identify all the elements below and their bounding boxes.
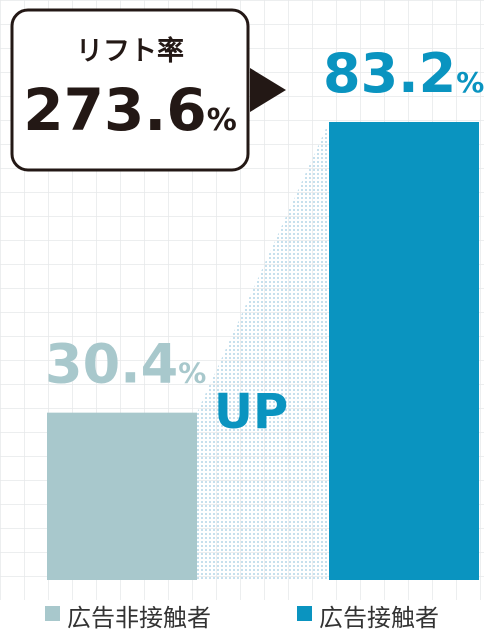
legend-label: 広告接触者 xyxy=(319,604,439,632)
value-label: 30.4% xyxy=(45,333,206,396)
plot xyxy=(47,121,479,580)
up-label: UP xyxy=(214,384,288,440)
bar xyxy=(329,121,479,580)
callout: リフト率 273.6% xyxy=(10,8,286,172)
bar xyxy=(47,412,197,580)
callout-arrow xyxy=(250,68,286,112)
legend-label: 広告非接触者 xyxy=(67,604,211,632)
legend-swatch xyxy=(45,606,60,621)
value-label: 83.2% xyxy=(323,42,484,105)
callout-box xyxy=(10,8,250,172)
lift-value: 273.6% xyxy=(23,76,237,144)
legend-swatch xyxy=(297,606,312,621)
lift-label: リフト率 xyxy=(76,35,184,67)
up-band xyxy=(197,121,329,580)
